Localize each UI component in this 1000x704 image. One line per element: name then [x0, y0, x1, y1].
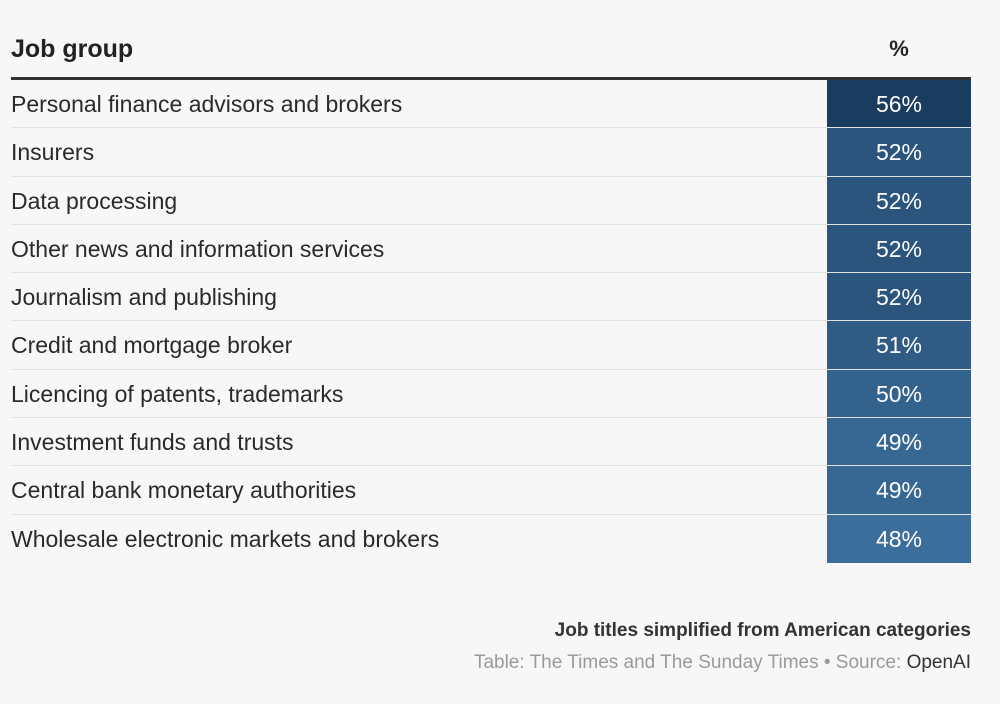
table-row: Credit and mortgage broker 51% — [11, 321, 971, 370]
row-label: Other news and information services — [11, 235, 385, 262]
table-row: Insurers 52% — [11, 128, 971, 177]
footnote: Job titles simplified from American cate… — [554, 620, 971, 641]
table-row: Wholesale electronic markets and brokers… — [11, 514, 971, 563]
table-row: Journalism and publishing 52% — [11, 273, 971, 322]
row-label: Insurers — [11, 139, 95, 166]
table-row: Other news and information services 52% — [11, 224, 971, 274]
value-cell: 51% — [827, 321, 971, 369]
value-cell: 50% — [827, 369, 971, 418]
value-cell: 48% — [827, 514, 971, 563]
value-cell: 52% — [827, 176, 971, 224]
table-body: Personal finance advisors and brokers 56%… — [11, 80, 971, 563]
table-row: Licencing of patents, trademarks 50% — [11, 369, 971, 419]
credit-line: Table: The Times and The Sunday Times • … — [474, 652, 971, 674]
row-label: Personal finance advisors and brokers — [11, 91, 403, 117]
value-cell: 56% — [827, 80, 971, 128]
row-label: Licencing of patents, trademarks — [11, 380, 344, 407]
table-row: Central bank monetary authorities 49% — [11, 466, 971, 515]
table-row: Investment funds and trusts 49% — [11, 418, 971, 467]
column-header-percent: % — [889, 36, 909, 61]
table-row: Personal finance advisors and brokers 56% — [11, 80, 971, 129]
table-header: Job group % — [11, 25, 971, 80]
row-label: Wholesale electronic markets and brokers — [11, 525, 440, 552]
source-name: OpenAI — [906, 652, 971, 673]
value-cell: 52% — [827, 128, 971, 176]
column-header-job-group: Job group — [11, 35, 134, 63]
row-label: Credit and mortgage broker — [11, 332, 293, 359]
table-row: Data processing 52% — [11, 176, 971, 225]
value-cell: 52% — [827, 273, 971, 321]
value-cell: 52% — [827, 224, 971, 273]
row-label: Investment funds and trusts — [11, 429, 294, 456]
data-table: Job group % Personal finance advisors an… — [11, 25, 971, 563]
row-label: Central bank monetary authorities — [11, 477, 357, 504]
value-cell: 49% — [827, 466, 971, 514]
value-cell: 49% — [827, 418, 971, 466]
row-label: Data processing — [11, 187, 178, 214]
row-label: Journalism and publishing — [11, 284, 277, 311]
chart-footer: Job titles simplified from American cate… — [474, 620, 971, 674]
credit-prefix: Table: The Times and The Sunday Times • … — [473, 652, 907, 673]
